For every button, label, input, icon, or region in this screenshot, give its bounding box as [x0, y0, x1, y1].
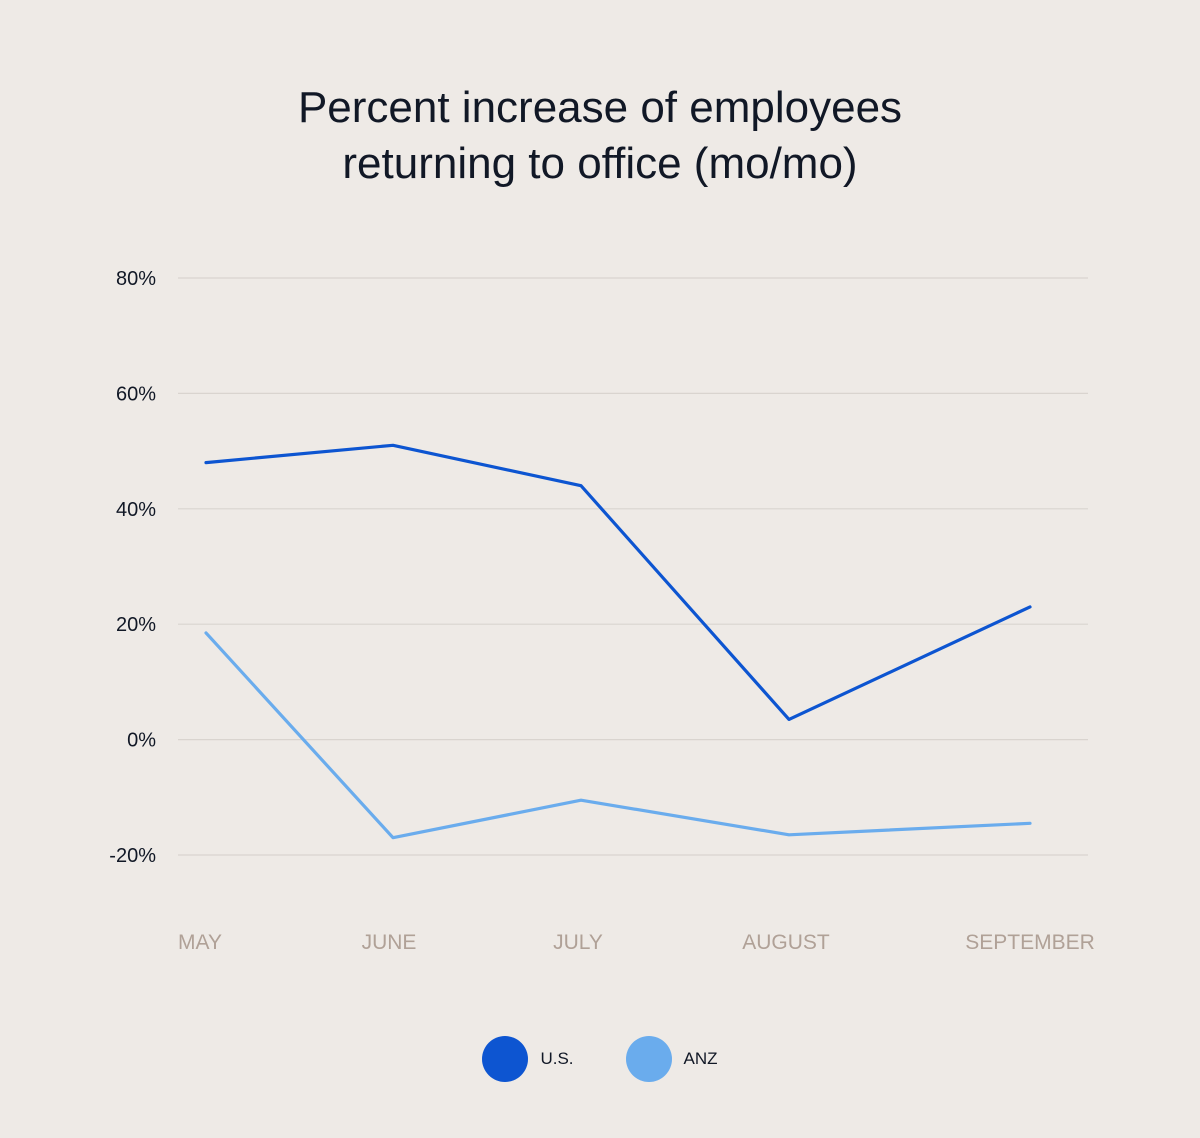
legend: U.S. ANZ — [0, 1036, 1200, 1082]
series-lines — [204, 443, 1032, 840]
x-tick-label: MAY — [178, 931, 222, 954]
line-chart: 80% 60% 40% 20% 0% -20% MAY JUNE JULY AUGUST SEPT… — [109, 268, 1095, 954]
series-line-anz — [204, 631, 1032, 840]
y-tick-label: 40% — [116, 499, 156, 521]
legend-item-anz: ANZ — [625, 1036, 718, 1082]
legend-swatch-us — [482, 1036, 529, 1082]
series-line-us — [204, 443, 1032, 722]
x-axis-ticks: MAY JUNE JULY AUGUST SEPTEMBER — [178, 931, 1095, 954]
chart-title-line-1: Percent increase of employees — [297, 83, 903, 132]
x-tick-label: AUGUST — [742, 931, 830, 954]
x-tick-label: JUNE — [362, 931, 417, 954]
x-tick-label: JULY — [553, 931, 603, 954]
y-tick-label: 60% — [116, 383, 156, 405]
y-tick-label: -20% — [109, 845, 156, 867]
legend-swatch-anz — [625, 1036, 672, 1082]
legend-label-anz: ANZ — [683, 1049, 718, 1068]
legend-item-us: U.S. — [482, 1036, 574, 1082]
grid-lines — [178, 277, 1088, 856]
legend-label-us: U.S. — [540, 1049, 574, 1068]
chart-title: Percent increase of employees returning … — [0, 80, 1200, 192]
x-tick-label: SEPTEMBER — [965, 931, 1095, 954]
y-tick-label: 0% — [127, 730, 156, 752]
y-axis-ticks: 80% 60% 40% 20% 0% -20% — [109, 268, 156, 867]
y-tick-label: 80% — [116, 268, 156, 290]
chart-title-line-2: returning to office (mo/mo) — [342, 139, 858, 188]
y-tick-label: 20% — [116, 614, 156, 636]
